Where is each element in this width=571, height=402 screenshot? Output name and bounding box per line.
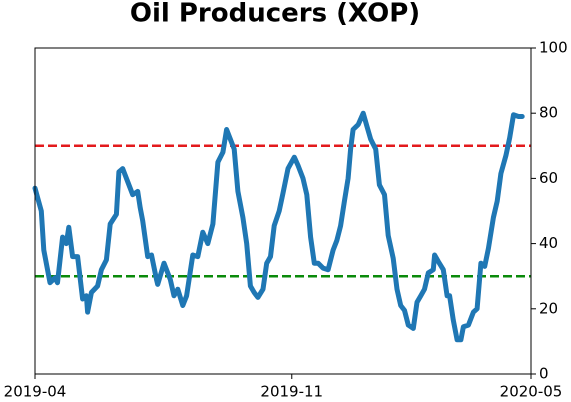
- data-line: [32, 110, 525, 343]
- y-tick-label: 80: [539, 104, 558, 122]
- y-tick-label: 100: [539, 39, 568, 57]
- y-tick-label: 40: [539, 234, 558, 252]
- y-tick-label: 20: [539, 299, 558, 317]
- y-tick-label: 0: [539, 365, 549, 383]
- x-tick-label: 2019-04: [4, 383, 67, 401]
- x-tick-label: 2019-11: [260, 383, 323, 401]
- plot-frame: [34, 47, 532, 375]
- chart-title: Oil Producers (XOP): [130, 0, 420, 29]
- x-tick-label: 2020-05: [500, 383, 563, 401]
- y-tick-label: 60: [539, 169, 558, 187]
